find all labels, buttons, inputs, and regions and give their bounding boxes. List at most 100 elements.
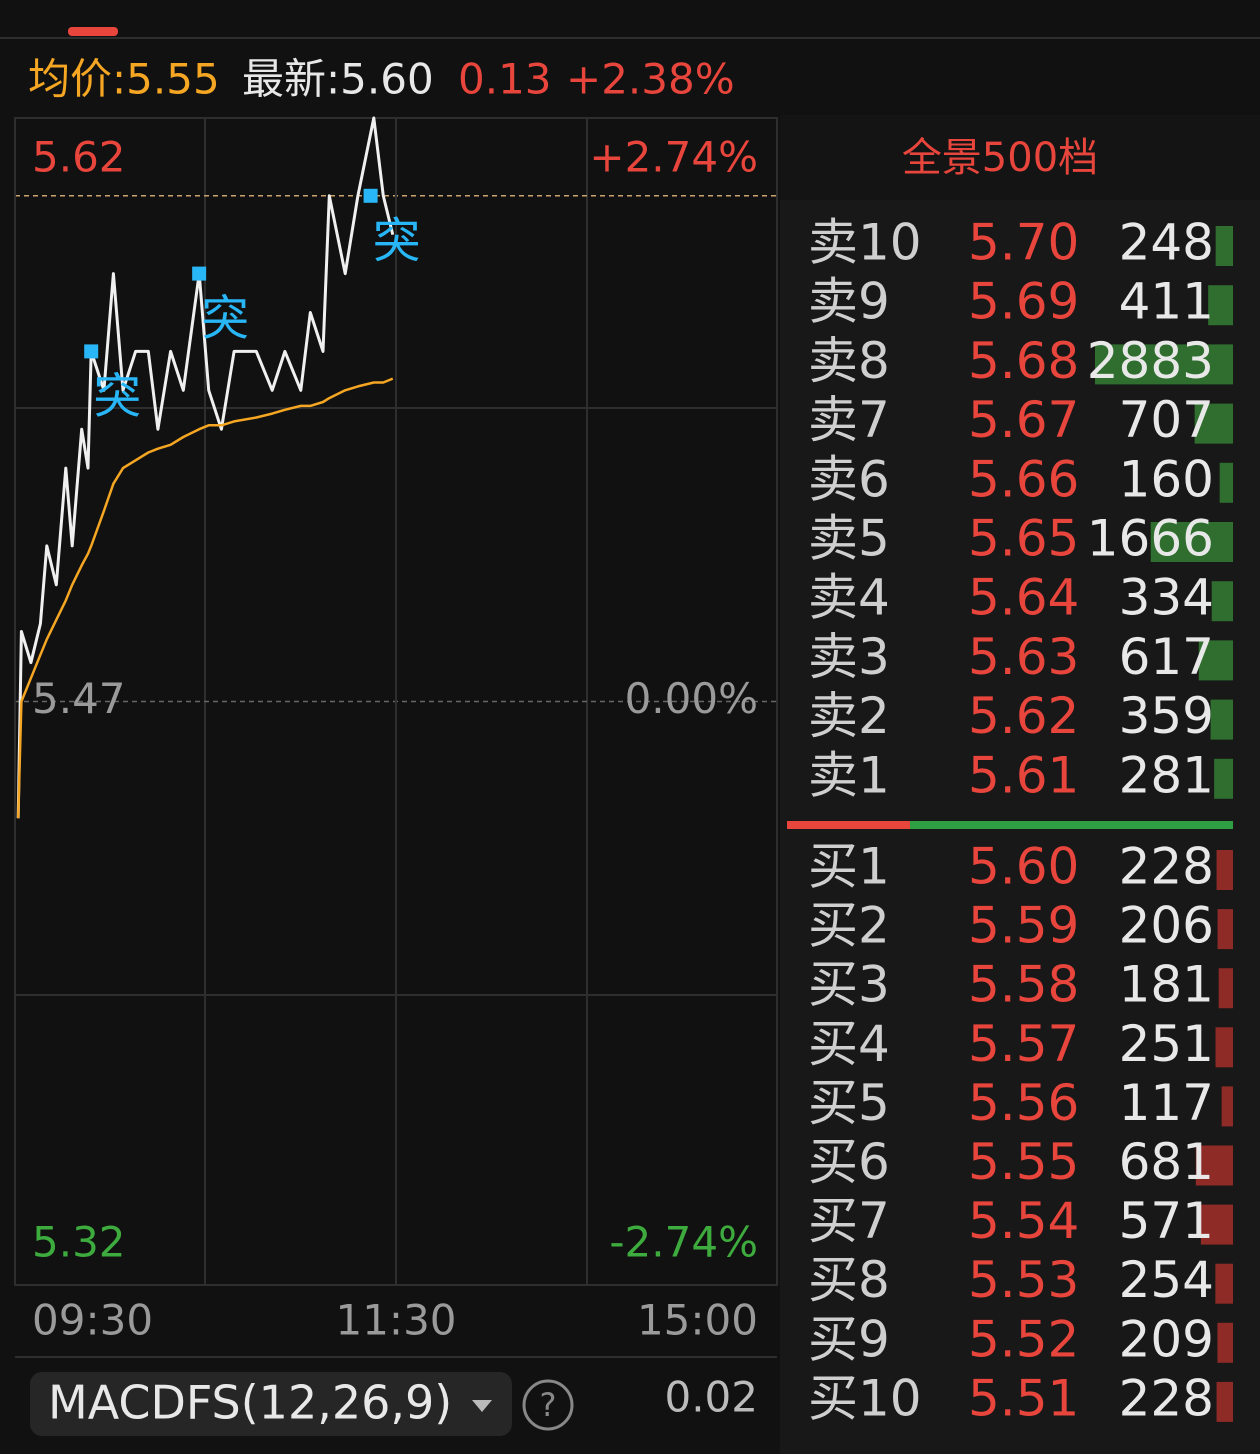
level-volume: 334 (1119, 569, 1214, 627)
x-tick-label: 11:30 (335, 1296, 456, 1345)
volume-bar (1210, 699, 1233, 740)
level-price: 5.65 (968, 510, 1079, 568)
tab-indicator (68, 27, 118, 36)
level-volume: 2883 (1087, 332, 1214, 390)
level-label: 买7 (808, 1192, 890, 1250)
level-price: 5.59 (968, 897, 1079, 955)
volume-bar (1215, 1027, 1233, 1068)
volume-bar (1218, 968, 1233, 1009)
level-price: 5.64 (968, 569, 1079, 627)
level-volume: 248 (1119, 214, 1214, 272)
level-volume: 251 (1119, 1015, 1214, 1073)
price-line (16, 116, 395, 819)
level-label: 买5 (808, 1074, 890, 1132)
level-price: 5.61 (968, 746, 1079, 804)
signal-marker (84, 344, 99, 359)
order-book-title[interactable]: 全景500档 (902, 135, 1098, 181)
volume-bar (1211, 581, 1233, 622)
level-volume: 160 (1119, 450, 1214, 508)
level-price: 5.51 (968, 1369, 1079, 1427)
indicator-selector[interactable] (30, 1372, 512, 1436)
level-price: 5.56 (968, 1074, 1079, 1132)
y2-tick-label: -2.74% (609, 1218, 758, 1267)
level-volume: 281 (1119, 746, 1214, 804)
level-volume: 617 (1119, 628, 1214, 686)
avg-price-line (16, 377, 394, 819)
signal-marker (192, 266, 207, 281)
volume-bar (1219, 462, 1233, 503)
level-price: 5.58 (968, 956, 1079, 1014)
level-price: 5.66 (968, 450, 1079, 508)
level-label: 卖8 (808, 332, 890, 390)
level-label: 买8 (808, 1251, 890, 1309)
level-label: 卖7 (808, 391, 890, 449)
volume-bar (1216, 850, 1233, 890)
level-price: 5.67 (968, 391, 1079, 449)
volume-bar (1217, 909, 1233, 950)
level-price: 5.52 (968, 1310, 1079, 1368)
y-tick-label: 5.62 (32, 133, 126, 182)
level-label: 买2 (808, 897, 890, 955)
level-label: 卖4 (808, 569, 890, 627)
level-price: 5.53 (968, 1251, 1079, 1309)
level-price: 5.63 (968, 628, 1079, 686)
level-label: 卖10 (808, 214, 922, 272)
volume-bar (1200, 1204, 1233, 1245)
price-change-pct: +2.38% (566, 55, 735, 104)
level-label: 买6 (808, 1133, 890, 1191)
y2-tick-label: 0.00% (625, 674, 758, 723)
y2-tick-label: +2.74% (589, 133, 758, 182)
level-label: 卖9 (808, 273, 890, 331)
volume-bar (1216, 1381, 1233, 1422)
level-label: 卖1 (808, 746, 890, 804)
level-volume: 571 (1119, 1192, 1214, 1250)
level-volume: 228 (1119, 838, 1214, 896)
level-label: 卖3 (808, 628, 890, 686)
volume-bar (1217, 1322, 1233, 1363)
help-text[interactable]: ? (540, 1386, 557, 1424)
level-label: 买3 (808, 956, 890, 1014)
volume-bar (1150, 522, 1233, 562)
volume-bar (1215, 226, 1233, 266)
level-label: 买10 (808, 1369, 922, 1427)
signal-marker (363, 188, 378, 203)
volume-bar (1095, 344, 1233, 385)
level-price: 5.54 (968, 1192, 1079, 1250)
volume-bar (1194, 403, 1233, 444)
level-label: 买4 (808, 1015, 890, 1073)
level-volume: 209 (1119, 1310, 1214, 1368)
indicator-value: 0.02 (664, 1373, 758, 1422)
volume-bar (1214, 758, 1233, 799)
level-label: 卖2 (808, 687, 890, 745)
level-volume: 254 (1119, 1251, 1214, 1309)
level-volume: 117 (1119, 1074, 1214, 1132)
level-price: 5.57 (968, 1015, 1079, 1073)
x-tick-label: 15:00 (637, 1296, 758, 1345)
level-price: 5.60 (968, 838, 1079, 896)
level-price: 5.68 (968, 332, 1079, 390)
level-label: 卖5 (808, 510, 890, 568)
level-price: 5.62 (968, 687, 1079, 745)
help-icon[interactable] (522, 1379, 574, 1431)
x-tick-label: 09:30 (32, 1296, 153, 1345)
level-volume: 1666 (1087, 510, 1214, 568)
level-volume: 228 (1119, 1369, 1214, 1427)
volume-bar (1221, 1086, 1233, 1127)
level-volume: 681 (1119, 1133, 1214, 1191)
level-price: 5.55 (968, 1133, 1079, 1191)
y-tick-label: 5.32 (32, 1218, 126, 1267)
y-tick-label: 5.47 (32, 674, 126, 723)
level-volume: 181 (1119, 956, 1214, 1014)
level-volume: 359 (1119, 687, 1214, 745)
signal-label: 突 (201, 291, 249, 347)
level-price: 5.69 (968, 273, 1079, 331)
indicator-name[interactable]: MACDFS(12,26,9) (48, 1376, 452, 1430)
avg-price: 均价:5.55 (28, 55, 220, 104)
level-label: 买9 (808, 1310, 890, 1368)
level-price: 5.70 (968, 214, 1079, 272)
order-book-header (780, 115, 1260, 200)
level-volume: 707 (1119, 391, 1214, 449)
level-volume: 206 (1119, 897, 1214, 955)
